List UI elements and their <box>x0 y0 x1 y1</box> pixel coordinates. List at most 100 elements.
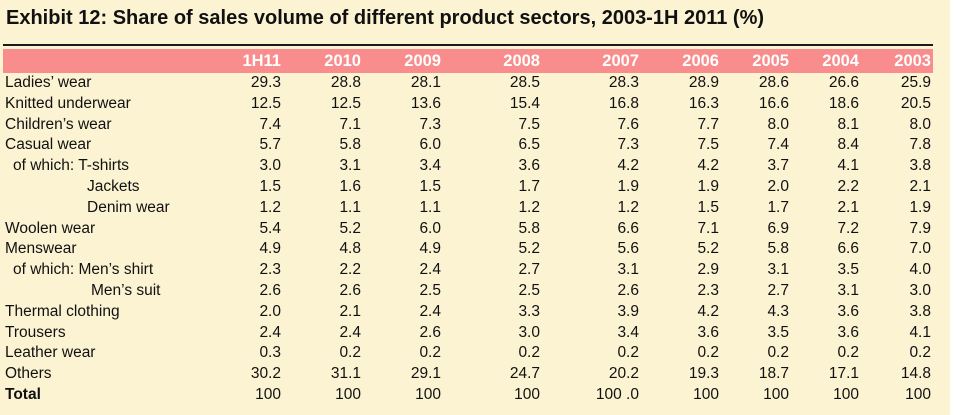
table-cell: 13.6 <box>410 94 441 112</box>
table-cell: 5.2 <box>697 240 719 258</box>
table-cell: 4.0 <box>909 261 931 279</box>
table-cell: 1.5 <box>259 177 281 195</box>
table-cell: 2.7 <box>518 261 540 279</box>
table-cell: 20.5 <box>900 94 931 112</box>
table-row: Jackets 1.5 1.6 1.5 1.7 1.9 1.9 2.0 2.2 … <box>3 177 933 198</box>
table-cell: 0.3 <box>259 344 281 362</box>
table-cell: 3.6 <box>518 157 540 175</box>
table-cell: 100 <box>514 385 540 403</box>
table-cell: 7.6 <box>617 115 639 133</box>
table-cell: 25.9 <box>900 74 931 91</box>
header-2003: 2003 <box>894 52 931 70</box>
table-cell: 4.2 <box>697 302 719 320</box>
table-cell: 2.6 <box>617 281 639 299</box>
table-cell: 19.3 <box>688 365 719 383</box>
row-label: Thermal clothing <box>5 302 120 320</box>
table-cell: 28.5 <box>509 74 540 91</box>
table-cell: 31.1 <box>330 365 361 383</box>
row-label: Others <box>5 365 52 383</box>
table-cell: 0.2 <box>617 344 639 362</box>
header-2008: 2008 <box>503 52 540 70</box>
header-2007: 2007 <box>602 52 639 70</box>
table-cell: 15.4 <box>509 94 540 112</box>
row-label: Children’s wear <box>5 115 112 133</box>
header-2005: 2005 <box>752 52 789 70</box>
table-cell: 7.4 <box>767 136 789 154</box>
table-cell: 3.0 <box>259 157 281 175</box>
table-row: Knitted underwear 12.5 12.5 13.6 15.4 16… <box>3 94 933 115</box>
table-cell: 2.6 <box>259 281 281 299</box>
table-cell: 3.6 <box>697 323 719 341</box>
table-cell: 0.2 <box>909 344 931 362</box>
table-cell: 7.3 <box>419 115 441 133</box>
table-row: Ladies’ wear 29.3 28.8 28.1 28.5 28.3 28… <box>3 73 933 94</box>
table-cell: 2.1 <box>909 177 931 195</box>
table-cell: 1.6 <box>339 177 361 195</box>
table-cell: 100 .0 <box>595 385 639 403</box>
table-cell: 29.3 <box>250 74 281 91</box>
table-cell: 3.4 <box>617 323 639 341</box>
table-cell: 3.3 <box>518 302 540 320</box>
row-label: Knitted underwear <box>5 94 131 112</box>
header-row: 1H11 2010 2009 2008 2007 2006 2005 2004 … <box>3 49 933 73</box>
sales-share-table: 1H11 2010 2009 2008 2007 2006 2005 2004 … <box>3 49 933 406</box>
table-cell: 7.5 <box>518 115 540 133</box>
table-cell: 12.5 <box>330 94 361 112</box>
table-cell: 100 <box>335 385 361 403</box>
table-cell: 4.9 <box>259 240 281 258</box>
table-cell: 2.3 <box>259 261 281 279</box>
table-cell: 3.6 <box>837 302 859 320</box>
table-cell: 2.2 <box>837 177 859 195</box>
table-cell: 2.2 <box>339 261 361 279</box>
table-row: Trousers 2.4 2.4 2.6 3.0 3.4 3.6 3.5 3.6… <box>3 323 933 344</box>
table-cell: 4.3 <box>767 302 789 320</box>
table-cell: 28.8 <box>330 74 361 91</box>
table-cell: 1.7 <box>767 198 789 216</box>
table-cell: 2.4 <box>339 323 361 341</box>
table-cell: 6.0 <box>419 136 441 154</box>
table-cell: 6.5 <box>518 136 540 154</box>
header-2004: 2004 <box>822 52 859 70</box>
table-cell: 7.1 <box>339 115 361 133</box>
table-cell: 2.0 <box>259 302 281 320</box>
table-cell: 1.5 <box>419 177 441 195</box>
table-row: Woolen wear 5.4 5.2 6.0 5.8 6.6 7.1 6.9 … <box>3 219 933 240</box>
table-cell: 1.2 <box>518 198 540 216</box>
table-cell: 5.7 <box>259 136 281 154</box>
table-row: Casual wear 5.7 5.8 6.0 6.5 7.3 7.5 7.4 … <box>3 135 933 156</box>
table-cell: 3.1 <box>617 261 639 279</box>
table-cell: 2.4 <box>419 302 441 320</box>
table-cell: 17.1 <box>828 365 859 383</box>
table-cell: 5.4 <box>259 219 281 237</box>
title-divider <box>3 44 933 46</box>
table-cell: 8.0 <box>909 115 931 133</box>
table-cell: 16.3 <box>688 94 719 112</box>
table-cell: 3.5 <box>767 323 789 341</box>
table-cell: 100 <box>693 385 719 403</box>
table-cell: 1.2 <box>617 198 639 216</box>
row-label: Woolen wear <box>5 219 96 237</box>
table-cell: 5.8 <box>339 136 361 154</box>
table-cell: 7.7 <box>697 115 719 133</box>
table-cell: 16.6 <box>758 94 789 112</box>
table-cell: 0.2 <box>339 344 361 362</box>
table-cell: 100 <box>415 385 441 403</box>
table-row: of which: Men’s shirt 2.3 2.2 2.4 2.7 3.… <box>3 260 933 281</box>
table-cell: 16.8 <box>608 94 639 112</box>
table-cell: 5.2 <box>339 219 361 237</box>
table-cell: 7.8 <box>909 136 931 154</box>
table-cell: 24.7 <box>509 365 540 383</box>
table-cell: 2.1 <box>339 302 361 320</box>
table-cell: 1.1 <box>339 198 361 216</box>
table-row: Children’s wear 7.4 7.1 7.3 7.5 7.6 7.7 … <box>3 115 933 136</box>
table-row: Leather wear 0.3 0.2 0.2 0.2 0.2 0.2 0.2… <box>3 343 933 364</box>
table-row: Others 30.2 31.1 29.1 24.7 20.2 19.3 18.… <box>3 364 933 385</box>
table-cell: 3.4 <box>419 157 441 175</box>
table-cell: 100 <box>763 385 789 403</box>
table-cell: 5.8 <box>767 240 789 258</box>
table-cell: 3.0 <box>909 281 931 299</box>
table-cell: 100 <box>255 385 281 403</box>
row-label: Trousers <box>5 323 66 341</box>
table-cell: 2.7 <box>767 281 789 299</box>
